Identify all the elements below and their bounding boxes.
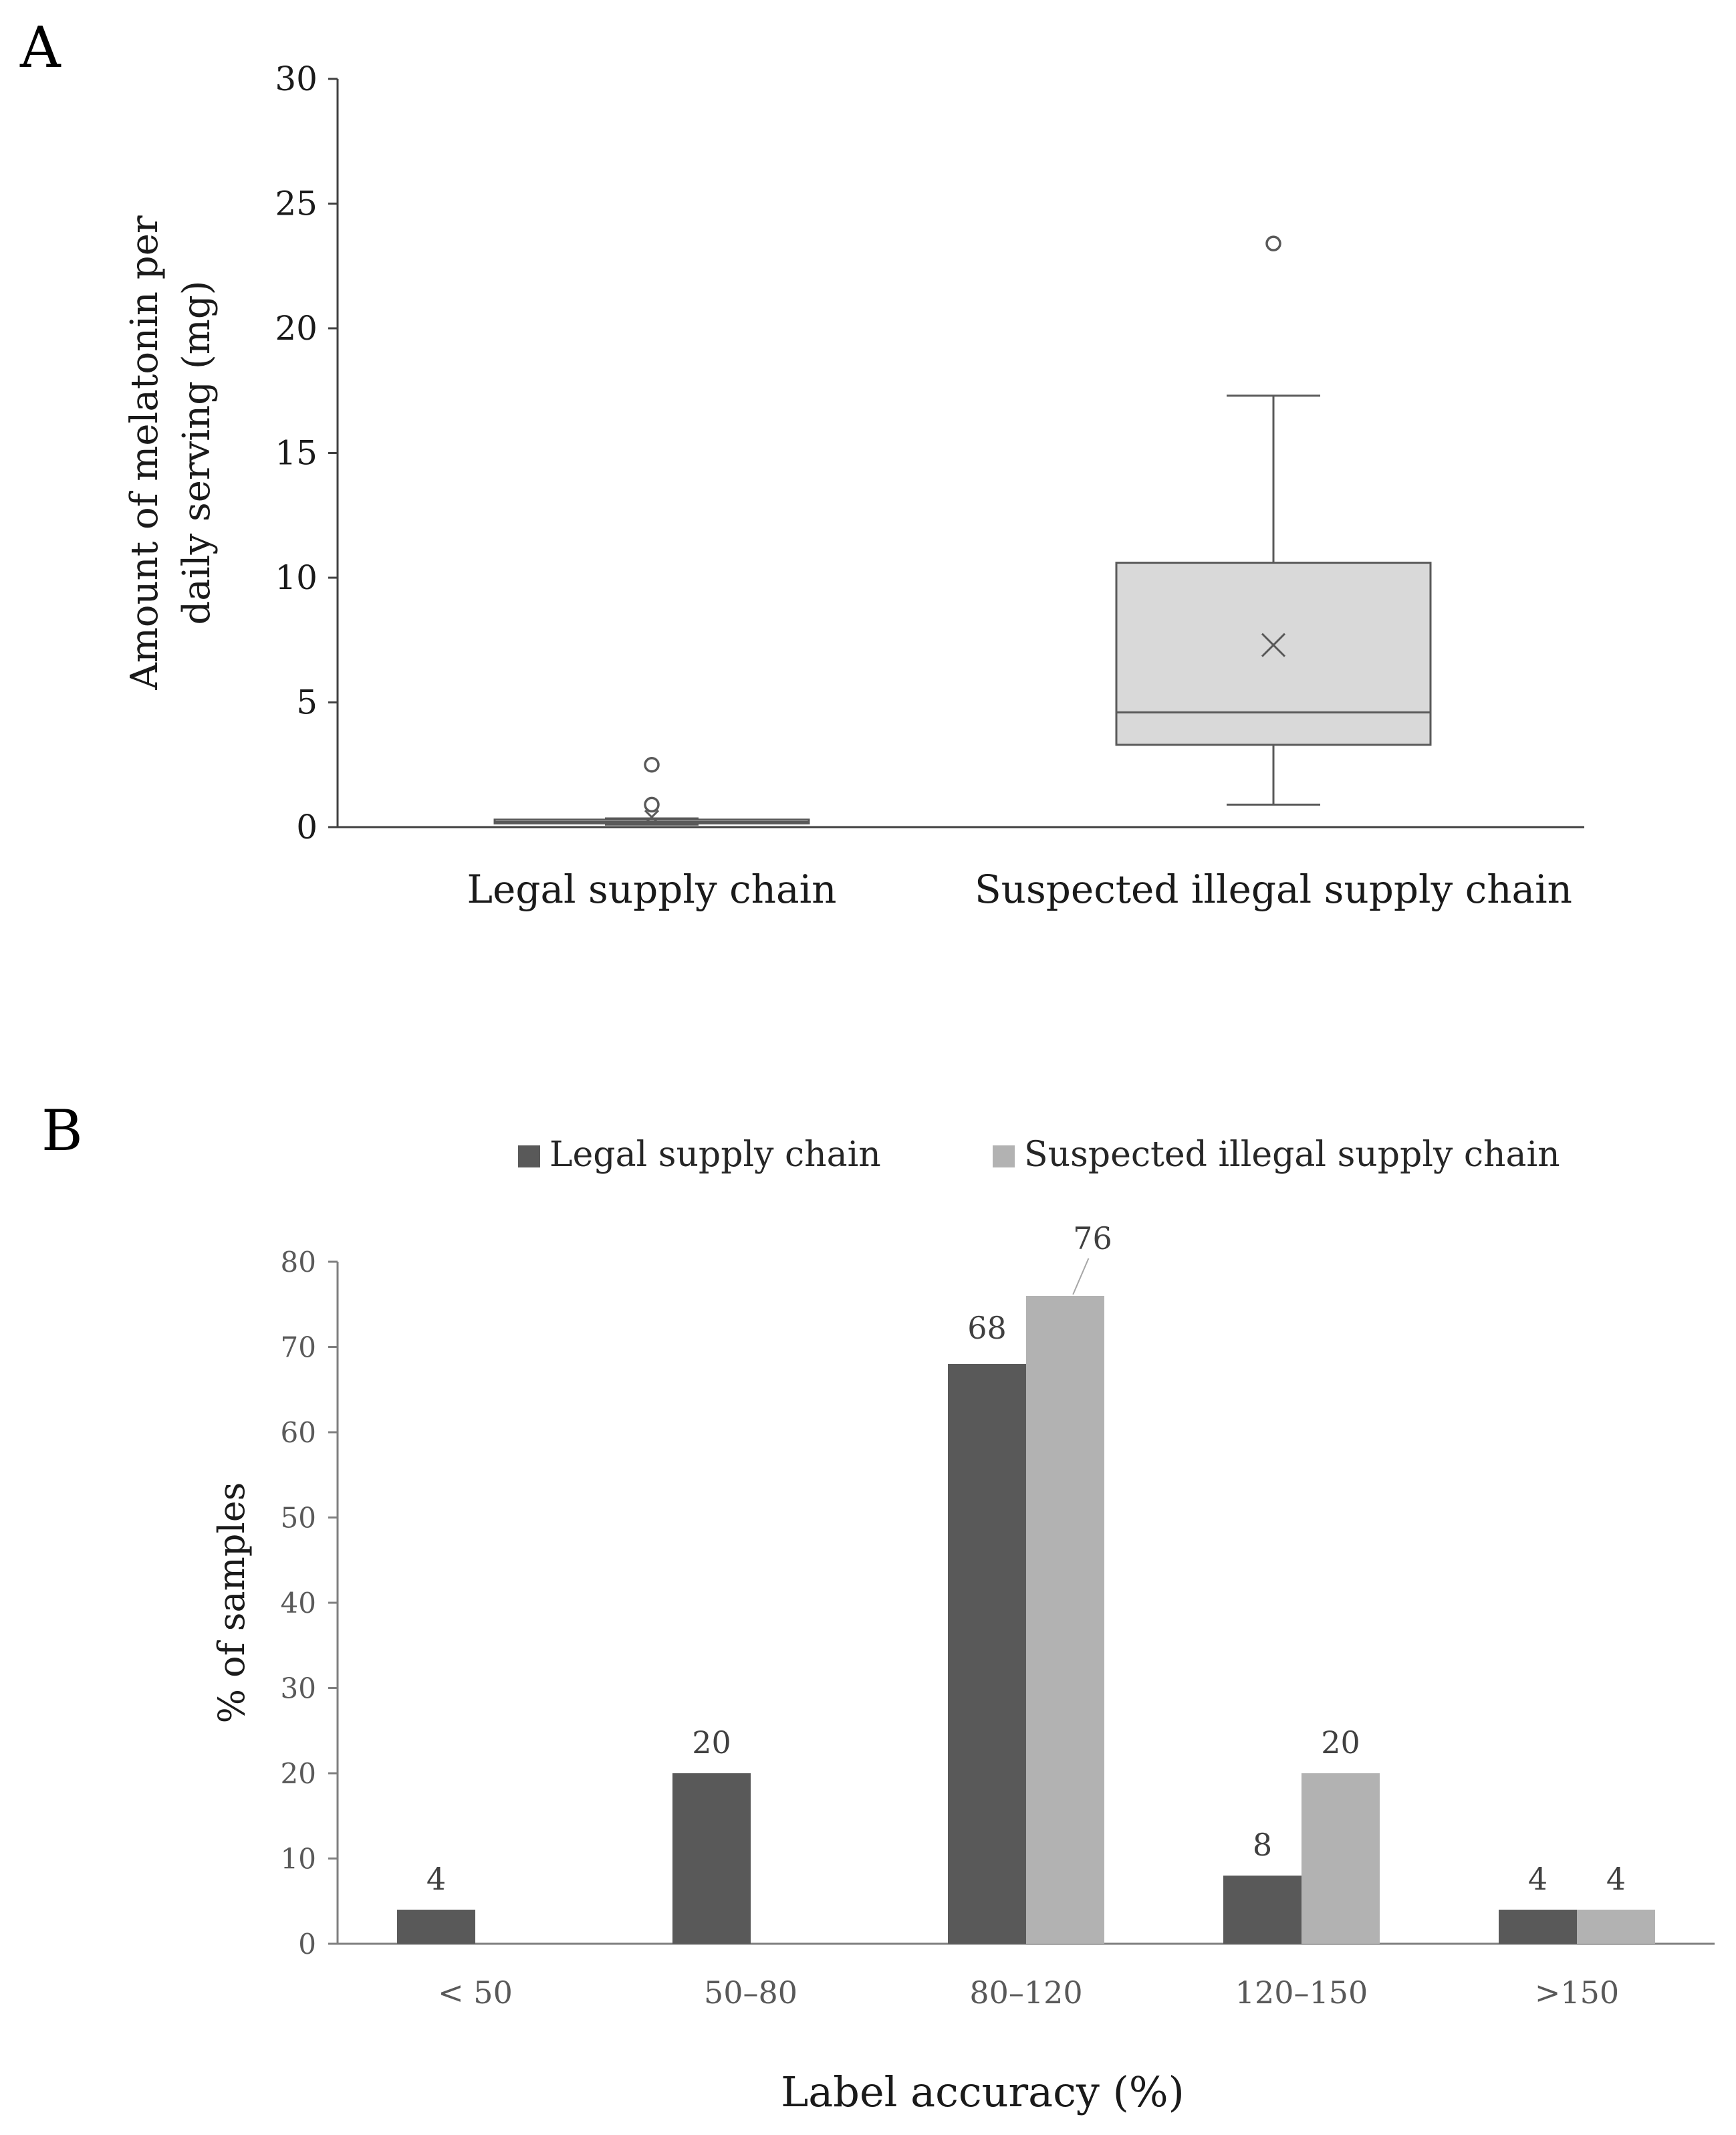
x-axis-title: Label accuracy (%) (781, 2067, 1185, 2116)
mean-marker (1261, 633, 1286, 657)
bar-illegal (1301, 1773, 1380, 1944)
data-label: 20 (1321, 1724, 1360, 1761)
data-label-leader-line (1072, 1258, 1090, 1295)
data-label: 76 (1073, 1220, 1112, 1256)
x-category-label: >150 (1535, 1975, 1619, 2011)
bar-illegal (1026, 1296, 1104, 1944)
y-tick-label: 10 (275, 558, 318, 597)
mean-marker (644, 810, 660, 825)
y-tick-label: 30 (275, 60, 318, 98)
bar-illegal (1577, 1910, 1655, 1944)
outlier-point (1265, 235, 1281, 251)
bar-legal (1223, 1876, 1301, 1944)
x-category-label: 50–80 (704, 1975, 797, 2011)
bar-legal (1499, 1910, 1577, 1944)
x-category-label: < 50 (438, 1975, 513, 2011)
y-axis-label: % of samples (211, 1482, 253, 1724)
x-category-label: Legal supply chain (467, 867, 837, 912)
x-category-label: 80–120 (969, 1975, 1082, 2011)
y-tick-label: 30 (281, 1672, 316, 1705)
y-tick-label: 20 (275, 309, 318, 348)
box (1115, 562, 1432, 746)
legend-swatch (993, 1145, 1015, 1167)
bar-legal (672, 1773, 751, 1944)
data-label: 4 (1528, 1861, 1547, 1897)
outlier-point (644, 757, 660, 773)
data-label: 4 (426, 1861, 446, 1897)
y-axis-label-line: Amount of melatonin per (123, 215, 166, 691)
data-label: 8 (1253, 1827, 1272, 1863)
bar-chart: 0 10 20 30 40 50 60 70 80 % of samples < 50 4 50–80 2… (211, 1135, 1715, 2116)
data-label: 20 (692, 1724, 731, 1761)
x-category-label: Suspected illegal supply chain (975, 867, 1572, 912)
y-axis-label-line: daily serving (mg) (175, 280, 219, 625)
y-tick-label: 60 (281, 1416, 316, 1449)
y-tick-label: 10 (281, 1843, 316, 1876)
legend-swatch (518, 1145, 540, 1167)
outlier-point (644, 796, 660, 813)
x-category-label: 120–150 (1235, 1975, 1368, 2011)
y-axis-label: Amount of melatonin per daily serving (mg… (123, 215, 219, 691)
panel-a-letter: A (19, 15, 61, 80)
panel-b-letter: B (41, 1098, 83, 1163)
y-tick-label: 80 (281, 1246, 316, 1278)
box-plot: 0 5 10 15 20 25 30 Amount of melatonin per daily… (123, 60, 1584, 912)
bar-legal (397, 1910, 475, 1944)
y-tick-label: 70 (281, 1331, 316, 1364)
legend-label: Legal supply chain (549, 1135, 881, 1175)
y-tick-label: 20 (281, 1757, 316, 1790)
bar-legal (948, 1364, 1026, 1944)
y-tick-label: 40 (281, 1587, 316, 1619)
y-tick-label: 50 (281, 1502, 316, 1535)
y-tick-label: 25 (275, 185, 318, 223)
y-tick-label: 5 (296, 683, 318, 722)
y-tick-label: 0 (296, 808, 318, 847)
y-tick-label: 0 (298, 1928, 316, 1960)
y-tick-label: 15 (275, 434, 318, 473)
data-label: 68 (967, 1310, 1007, 1346)
legend-label: Suspected illegal supply chain (1024, 1135, 1560, 1175)
data-label: 4 (1606, 1861, 1626, 1897)
